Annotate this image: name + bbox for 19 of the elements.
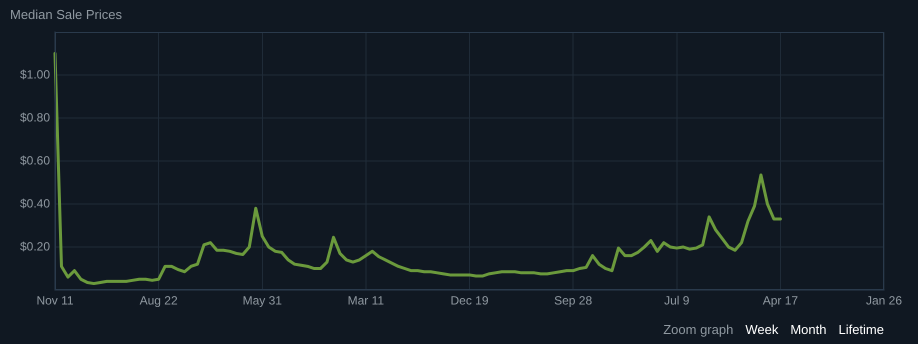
x-tick-label: Dec 19 bbox=[450, 294, 489, 308]
x-tick-label: Jan 26 bbox=[866, 294, 902, 308]
y-tick-label: $0.80 bbox=[20, 110, 50, 124]
x-tick-label: Sep 28 bbox=[554, 294, 592, 308]
text: Lifetime bbox=[838, 322, 884, 337]
text: Month bbox=[790, 322, 826, 337]
y-tick-label: $0.20 bbox=[20, 239, 50, 254]
y-tick-label: $0.60 bbox=[20, 153, 50, 168]
x-tick-label: May 31 bbox=[242, 294, 282, 308]
y-tick-label: $1.00 bbox=[20, 67, 50, 82]
text: Week bbox=[745, 322, 778, 337]
x-tick-label: Nov 11 bbox=[36, 294, 74, 308]
text: Zoom graph bbox=[663, 322, 734, 337]
y-tick-label: $0.40 bbox=[20, 196, 50, 210]
x-tick-label: Aug 22 bbox=[140, 294, 178, 308]
x-tick-label: Apr 17 bbox=[762, 294, 798, 308]
chart-title: Median Sale Prices bbox=[10, 7, 122, 22]
x-tick-label: Jul 9 bbox=[664, 294, 690, 308]
x-tick-label: Mar 11 bbox=[348, 294, 384, 308]
